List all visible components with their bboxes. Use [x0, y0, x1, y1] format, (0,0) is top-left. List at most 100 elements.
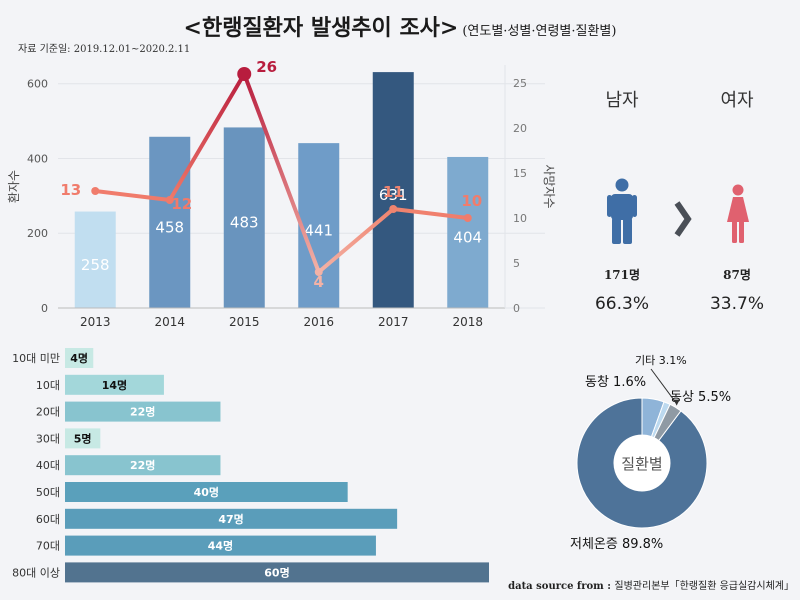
male-count: 171명 — [603, 268, 641, 282]
line-segment — [167, 72, 247, 202]
age-bar — [65, 455, 221, 476]
bar-2018 — [447, 156, 489, 308]
age-bar — [65, 428, 101, 449]
y2-tick-label: 25 — [513, 77, 527, 90]
donut-hole — [614, 435, 670, 491]
line-point-2014 — [165, 196, 174, 204]
line-value-label: 13 — [60, 181, 81, 199]
age-bar — [65, 348, 94, 368]
bar-2013 — [74, 211, 116, 308]
age-bar — [65, 508, 398, 529]
age-category-label: 50대 — [36, 486, 60, 499]
female-percent: 33.7% — [709, 294, 764, 314]
age-bar — [65, 374, 164, 395]
x-tick-label: 2018 — [452, 315, 483, 329]
title-main: <한랭질환자 발생추이 조사> — [183, 15, 459, 41]
female-count: 87명 — [723, 268, 751, 282]
line-point-2013 — [91, 187, 100, 195]
donut-label: 동상 5.5% — [670, 390, 731, 405]
age-category-label: 10대 미만 — [12, 352, 60, 365]
age-chart: 10대 미만 4명 10대 14명 20대 22명 30대 5명 40대 22명 50대 40명 60대… — [12, 348, 489, 583]
page-title: <한랭질환자 발생추이 조사> (연도별·성별·연령별·질환별) — [0, 10, 800, 42]
age-bar — [65, 401, 221, 422]
source-text: 질병관리본부「한랭질환 응급실감시체계」 — [614, 581, 794, 592]
age-category-label: 20대 — [36, 406, 60, 419]
age-value-label: 47명 — [218, 512, 243, 526]
period-note: 자료 기준일: 2019.12.01~2020.2.11 — [18, 44, 191, 55]
y2-tick-label: 20 — [513, 122, 527, 135]
bar-2015 — [223, 127, 265, 308]
donut-center-label: 질환별 — [621, 455, 662, 473]
age-value-label: 60명 — [264, 565, 289, 579]
age-value-label: 40명 — [194, 485, 219, 499]
age-category-label: 30대 — [36, 432, 60, 445]
y2-tick-label: 10 — [513, 212, 527, 225]
y2-tick-label: 15 — [513, 167, 527, 180]
title-subtitle: (연도별·성별·연령별·질환별) — [462, 24, 617, 39]
bar-value-label: 458 — [155, 218, 184, 236]
age-value-label: 14명 — [102, 378, 127, 392]
greater-than-icon — [674, 201, 692, 237]
age-value-label: 5명 — [74, 431, 92, 445]
age-bar — [65, 562, 489, 583]
line-point-2017 — [389, 205, 398, 213]
y2-tick-label: 5 — [513, 257, 520, 270]
x-tick-label: 2017 — [378, 315, 409, 329]
line-value-label: 4 — [314, 273, 324, 291]
y-tick-label: 600 — [27, 78, 48, 91]
bar-2017 — [372, 72, 414, 308]
line-value-label: 12 — [171, 195, 192, 213]
bar-value-label: 483 — [230, 214, 259, 232]
bar-value-label: 441 — [304, 222, 333, 240]
y-tick-label: 0 — [41, 302, 48, 315]
line-segment — [242, 72, 321, 274]
line-segment — [93, 189, 172, 202]
age-value-label: 4명 — [70, 351, 88, 365]
bar-value-label: 631 — [379, 186, 408, 204]
donut-label: 기타 3.1% — [635, 354, 687, 367]
line-value-label: 26 — [256, 58, 277, 76]
y2-tick-label: 0 — [513, 302, 520, 315]
line-point-2018 — [463, 214, 472, 222]
age-category-label: 10대 — [36, 379, 60, 392]
leader-line — [650, 368, 678, 404]
x-tick-label: 2013 — [80, 315, 111, 329]
male-icon — [607, 178, 637, 244]
source-prefix: data source from : — [508, 581, 615, 592]
donut-label: 동창 1.6% — [585, 375, 646, 390]
y-tick-label: 200 — [27, 227, 48, 240]
bar-2014 — [149, 136, 191, 308]
male-label: 남자 — [605, 90, 639, 111]
leader-arrow-icon — [673, 399, 680, 406]
age-value-label: 22명 — [130, 458, 155, 472]
age-category-label: 80대 이상 — [12, 566, 60, 579]
age-value-label: 22명 — [130, 405, 155, 419]
female-icon — [727, 184, 749, 243]
age-bar — [65, 535, 376, 556]
age-category-label: 70대 — [36, 540, 60, 553]
bar-value-label: 404 — [453, 228, 482, 246]
y2-axis-label: 사망자수 — [542, 164, 556, 208]
bar-2016 — [298, 143, 340, 308]
line-segment — [391, 207, 470, 220]
age-category-label: 60대 — [36, 513, 60, 526]
female-label: 여자 — [720, 90, 754, 111]
age-bar — [65, 482, 348, 502]
y-tick-label: 400 — [27, 152, 48, 165]
male-percent: 66.3% — [594, 294, 649, 314]
source-note: data source from : 질병관리본부「한랭질환 응급실감시체계」 — [508, 577, 794, 592]
x-tick-label: 2016 — [303, 315, 334, 329]
x-tick-label: 2014 — [154, 315, 185, 329]
x-tick-label: 2015 — [229, 315, 260, 329]
line-segment — [316, 207, 396, 274]
line-value-label: 11 — [383, 183, 404, 201]
line-point-2016 — [314, 268, 323, 276]
line-point-2015 — [237, 67, 252, 81]
y-axis-label: 환자수 — [7, 170, 21, 203]
age-category-label: 40대 — [36, 459, 60, 472]
line-value-label: 10 — [461, 192, 482, 210]
age-value-label: 44명 — [208, 539, 233, 553]
donut-label: 저체온증 89.8% — [570, 537, 663, 552]
